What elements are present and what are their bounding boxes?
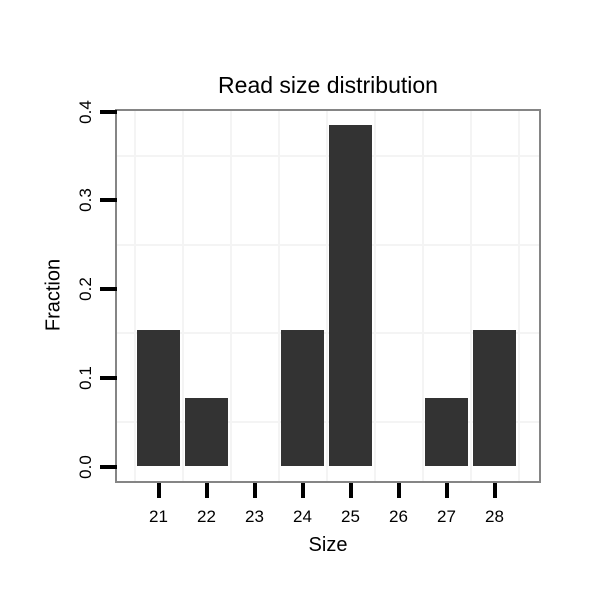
y-tick bbox=[100, 464, 117, 469]
x-tick-label: 25 bbox=[341, 507, 360, 526]
x-tick bbox=[300, 483, 305, 498]
gridline-vertical bbox=[469, 111, 472, 481]
y-axis-label: Fraction bbox=[42, 258, 65, 332]
x-tick-label: 24 bbox=[293, 507, 312, 526]
y-tick bbox=[100, 109, 117, 114]
x-tick bbox=[396, 483, 401, 498]
x-tick bbox=[252, 483, 257, 498]
x-tick bbox=[492, 483, 497, 498]
x-tick-label: 23 bbox=[245, 507, 264, 526]
y-tick bbox=[100, 198, 117, 203]
x-tick bbox=[444, 483, 449, 498]
x-tick-label: 28 bbox=[485, 507, 504, 526]
x-axis-label: Size bbox=[308, 534, 348, 556]
gridline-horizontal bbox=[117, 155, 539, 158]
x-tick bbox=[156, 483, 161, 498]
bar bbox=[329, 125, 372, 467]
y-tick-label: 0.0 bbox=[76, 454, 95, 479]
gridline-horizontal bbox=[117, 332, 539, 335]
y-tick bbox=[100, 287, 117, 292]
y-tick-label: 0.4 bbox=[76, 99, 95, 124]
bar bbox=[425, 398, 468, 467]
gridline-vertical bbox=[325, 111, 328, 481]
y-tick-label: 0.3 bbox=[76, 188, 95, 213]
bar bbox=[281, 329, 324, 467]
bar bbox=[137, 329, 180, 467]
x-tick-label: 27 bbox=[437, 507, 456, 526]
bar bbox=[473, 329, 516, 467]
x-tick bbox=[348, 483, 353, 498]
x-tick-label: 22 bbox=[197, 507, 216, 526]
gridline-vertical bbox=[421, 111, 424, 481]
gridline-vertical bbox=[517, 111, 520, 481]
gridline-horizontal bbox=[117, 243, 539, 246]
bar bbox=[185, 398, 228, 467]
gridline-vertical bbox=[229, 111, 232, 481]
x-tick bbox=[204, 483, 209, 498]
gridline-vertical bbox=[181, 111, 184, 481]
x-tick-label: 21 bbox=[149, 507, 168, 526]
y-tick-label: 0.1 bbox=[76, 365, 95, 390]
y-tick-label: 0.2 bbox=[76, 277, 95, 301]
gridline-horizontal bbox=[117, 421, 539, 424]
chart-title: Read size distribution bbox=[218, 72, 438, 98]
gridline-vertical bbox=[133, 111, 136, 481]
y-tick bbox=[100, 375, 117, 380]
gridline-vertical bbox=[373, 111, 376, 481]
gridline-vertical bbox=[277, 111, 280, 481]
plot-panel bbox=[115, 109, 541, 483]
x-tick-label: 26 bbox=[389, 507, 408, 526]
